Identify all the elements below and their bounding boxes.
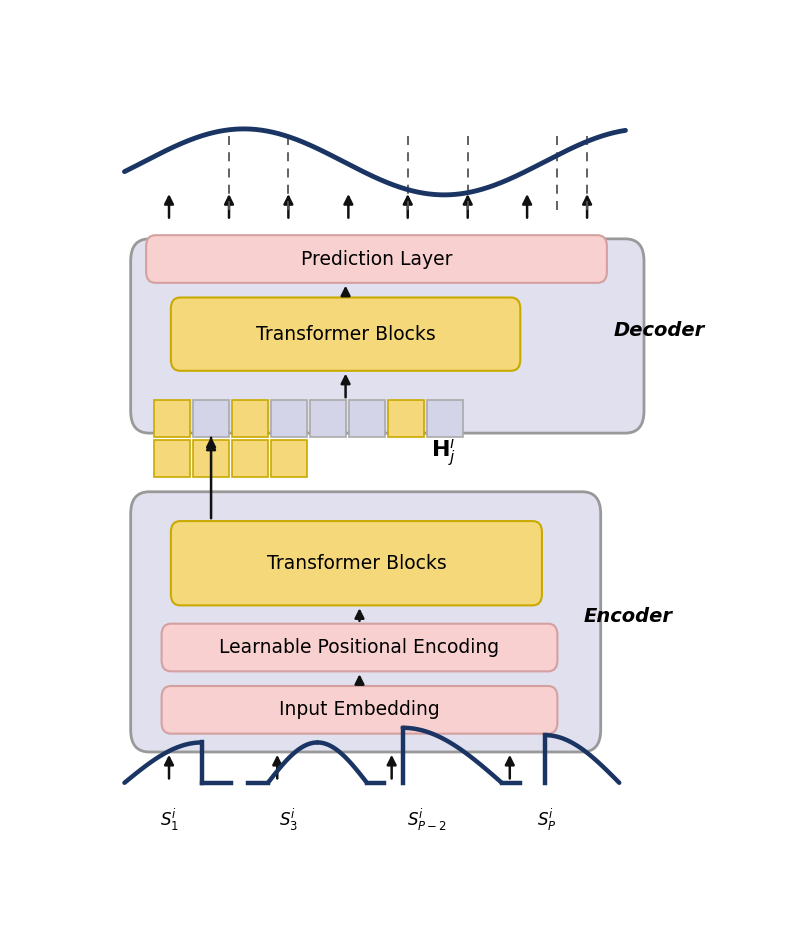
FancyBboxPatch shape: [161, 686, 557, 734]
FancyBboxPatch shape: [271, 400, 307, 437]
FancyBboxPatch shape: [388, 400, 424, 437]
Text: $S^{i}_{P-2}$: $S^{i}_{P-2}$: [408, 806, 448, 833]
FancyBboxPatch shape: [193, 400, 229, 437]
FancyBboxPatch shape: [146, 235, 606, 283]
FancyBboxPatch shape: [171, 521, 542, 605]
Text: Encoder: Encoder: [584, 606, 673, 625]
Text: $S^{i}_{3}$: $S^{i}_{3}$: [279, 806, 298, 833]
Text: Input Embedding: Input Embedding: [279, 701, 440, 720]
Text: Transformer Blocks: Transformer Blocks: [267, 554, 446, 573]
Text: $S^{i}_{P}$: $S^{i}_{P}$: [536, 806, 556, 833]
FancyBboxPatch shape: [427, 400, 463, 437]
FancyBboxPatch shape: [131, 492, 601, 752]
FancyBboxPatch shape: [232, 441, 268, 477]
FancyBboxPatch shape: [131, 239, 644, 433]
FancyBboxPatch shape: [161, 624, 557, 671]
Text: $S^{i}_{1}$: $S^{i}_{1}$: [160, 806, 179, 833]
FancyBboxPatch shape: [310, 400, 346, 437]
Text: $\mathbf{H}^{i}_{j}$: $\mathbf{H}^{i}_{j}$: [431, 434, 456, 468]
FancyBboxPatch shape: [171, 297, 520, 370]
FancyBboxPatch shape: [154, 400, 190, 437]
FancyBboxPatch shape: [193, 441, 229, 477]
Text: Decoder: Decoder: [614, 321, 705, 340]
Text: Learnable Positional Encoding: Learnable Positional Encoding: [219, 638, 500, 657]
FancyBboxPatch shape: [154, 441, 190, 477]
Text: Transformer Blocks: Transformer Blocks: [255, 325, 436, 344]
FancyBboxPatch shape: [349, 400, 385, 437]
Text: Prediction Layer: Prediction Layer: [301, 249, 452, 268]
FancyBboxPatch shape: [232, 400, 268, 437]
FancyBboxPatch shape: [271, 441, 307, 477]
